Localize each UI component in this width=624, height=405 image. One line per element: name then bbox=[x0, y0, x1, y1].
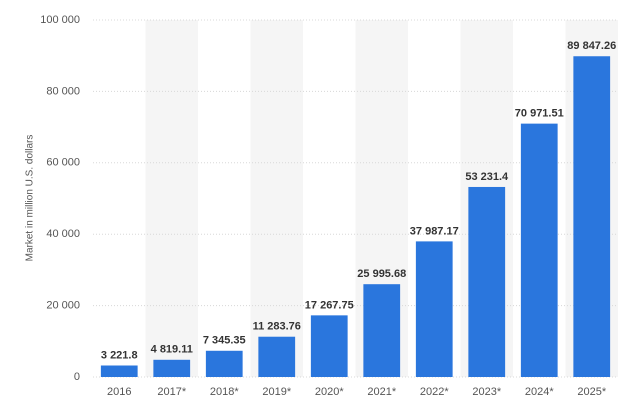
bar bbox=[258, 336, 296, 377]
x-tick-label: 2020* bbox=[315, 386, 344, 398]
bar bbox=[100, 365, 138, 377]
bar bbox=[415, 241, 453, 377]
value-label: 4 819.11 bbox=[151, 344, 193, 356]
value-label: 70 971.51 bbox=[515, 108, 564, 120]
bar bbox=[310, 315, 348, 377]
value-label: 53 231.4 bbox=[465, 171, 509, 183]
bar bbox=[363, 284, 401, 377]
bar bbox=[573, 56, 611, 378]
bar bbox=[153, 359, 191, 377]
x-tick-label: 2025* bbox=[577, 386, 606, 398]
x-tick-label: 2017* bbox=[157, 386, 186, 398]
y-tick-label: 80 000 bbox=[46, 85, 80, 97]
bar bbox=[520, 123, 558, 377]
y-tick-label: 20 000 bbox=[46, 300, 80, 312]
y-tick-label: 0 bbox=[74, 371, 80, 383]
value-label: 25 995.68 bbox=[357, 268, 406, 280]
x-tick-label: 2018* bbox=[210, 386, 239, 398]
value-label: 11 283.76 bbox=[253, 321, 301, 333]
column-band bbox=[250, 20, 303, 377]
y-tick-label: 60 000 bbox=[46, 157, 80, 169]
column-band bbox=[145, 20, 198, 377]
value-label: 7 345.35 bbox=[203, 335, 246, 347]
x-tick-label: 2023* bbox=[472, 386, 501, 398]
value-label: 3 221.8 bbox=[101, 349, 138, 361]
value-label: 17 267.75 bbox=[305, 299, 354, 311]
bar bbox=[468, 186, 506, 377]
y-axis-label: Market in million U.S. dollars bbox=[25, 135, 36, 262]
x-tick-label: 2019* bbox=[262, 386, 291, 398]
y-tick-label: 100 000 bbox=[40, 14, 80, 26]
value-label: 37 987.17 bbox=[410, 225, 459, 237]
x-tick-label: 2021* bbox=[367, 386, 396, 398]
x-tick-label: 2022* bbox=[420, 386, 449, 398]
bar bbox=[205, 350, 243, 377]
x-tick-label: 2016 bbox=[107, 386, 131, 398]
y-tick-label: 40 000 bbox=[46, 228, 80, 240]
value-label: 89 847.26 bbox=[567, 40, 616, 52]
x-tick-label: 2024* bbox=[525, 386, 554, 398]
